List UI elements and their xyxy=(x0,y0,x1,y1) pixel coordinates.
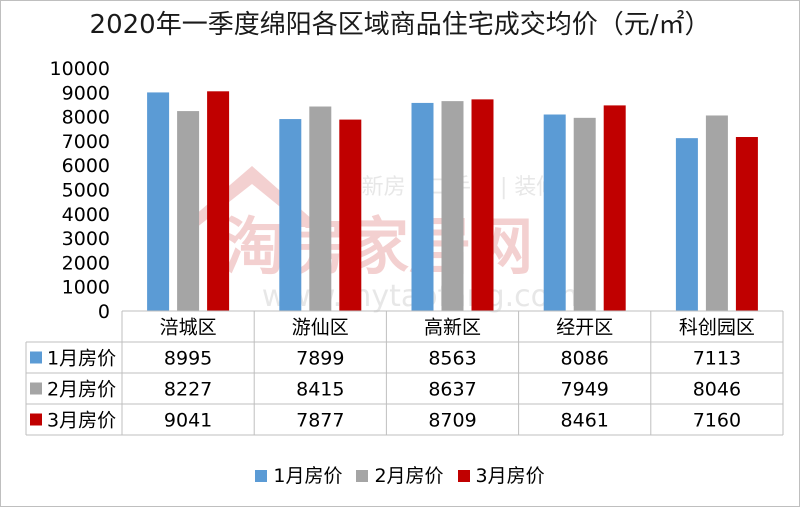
legend-item-mar: 3月房价 xyxy=(457,464,545,488)
legend: 1月房价 2月房价 3月房价 xyxy=(0,464,800,488)
bar xyxy=(309,106,332,311)
data-label: 8461 xyxy=(561,410,609,432)
data-label: 8637 xyxy=(428,379,476,401)
bar xyxy=(177,111,200,312)
y-tick-label: 10000 xyxy=(50,58,110,80)
bar xyxy=(705,115,728,311)
legend-label-feb: 2月房价 xyxy=(374,465,444,487)
data-label: 8046 xyxy=(693,379,741,401)
data-label: 8995 xyxy=(164,348,212,370)
x-category-label: 经开区 xyxy=(556,317,613,339)
data-label: 7160 xyxy=(693,410,741,432)
data-label: 8227 xyxy=(164,379,212,401)
legend-swatch-feb xyxy=(356,470,369,482)
bar xyxy=(411,102,434,311)
bar xyxy=(279,119,302,312)
data-label: 7899 xyxy=(296,348,344,370)
y-tick-label: 4000 xyxy=(62,204,110,226)
data-label: 7113 xyxy=(693,348,741,370)
table-series-label: 2月房价 xyxy=(47,379,116,401)
bar xyxy=(573,117,596,312)
data-label: 8086 xyxy=(561,348,609,370)
table-legend-key xyxy=(30,382,42,395)
data-label: 7877 xyxy=(296,410,344,432)
bar xyxy=(207,91,230,311)
x-category-label: 高新区 xyxy=(424,317,481,339)
x-category-label: 科创园区 xyxy=(679,317,755,339)
table-series-label: 1月房价 xyxy=(47,348,116,370)
legend-swatch-mar xyxy=(457,470,470,482)
table-legend-key xyxy=(30,351,42,364)
data-label: 9041 xyxy=(164,410,212,432)
y-tick-label: 9000 xyxy=(62,82,110,104)
y-tick-label: 1000 xyxy=(62,277,110,299)
bar xyxy=(471,99,494,311)
y-tick-label: 2000 xyxy=(62,252,110,274)
y-tick-label: 8000 xyxy=(62,107,110,129)
legend-swatch-jan xyxy=(255,470,268,482)
y-tick-label: 0 xyxy=(98,301,110,323)
table-legend-key xyxy=(30,413,42,426)
bar xyxy=(339,119,362,311)
table-series-label: 3月房价 xyxy=(47,410,116,432)
legend-item-feb: 2月房价 xyxy=(356,464,444,488)
bar xyxy=(735,137,758,311)
x-category-label: 游仙区 xyxy=(292,317,349,339)
bar xyxy=(543,114,566,312)
bar xyxy=(441,101,464,311)
legend-label-jan: 1月房价 xyxy=(273,465,343,487)
data-label: 7949 xyxy=(561,379,609,401)
data-label: 8709 xyxy=(428,410,476,432)
data-table: 涪城区 游仙区 高新区 经开区 科创园区 1月房价 8995 7899 8563 8086 7113… xyxy=(25,310,784,436)
x-category-label: 涪城区 xyxy=(160,317,217,339)
bar xyxy=(147,92,170,311)
data-label: 8563 xyxy=(428,348,476,370)
bars xyxy=(147,91,758,312)
y-tick-label: 6000 xyxy=(62,155,110,177)
legend-item-jan: 1月房价 xyxy=(255,464,342,488)
bar xyxy=(603,105,626,311)
bar xyxy=(675,138,698,311)
legend-label-mar: 3月房价 xyxy=(475,465,545,487)
chart-title: 2020年一季度绵阳各区域商品住宅成交均价（元/㎡） xyxy=(89,10,711,40)
watermark: 淘房家居网 新房 | 二手房 | 装修 www.mytaofang.com xyxy=(180,166,578,314)
y-tick-label: 5000 xyxy=(62,180,110,202)
y-tick-label: 3000 xyxy=(62,228,110,250)
data-label: 8415 xyxy=(296,379,344,401)
y-tick-label: 7000 xyxy=(62,131,110,153)
